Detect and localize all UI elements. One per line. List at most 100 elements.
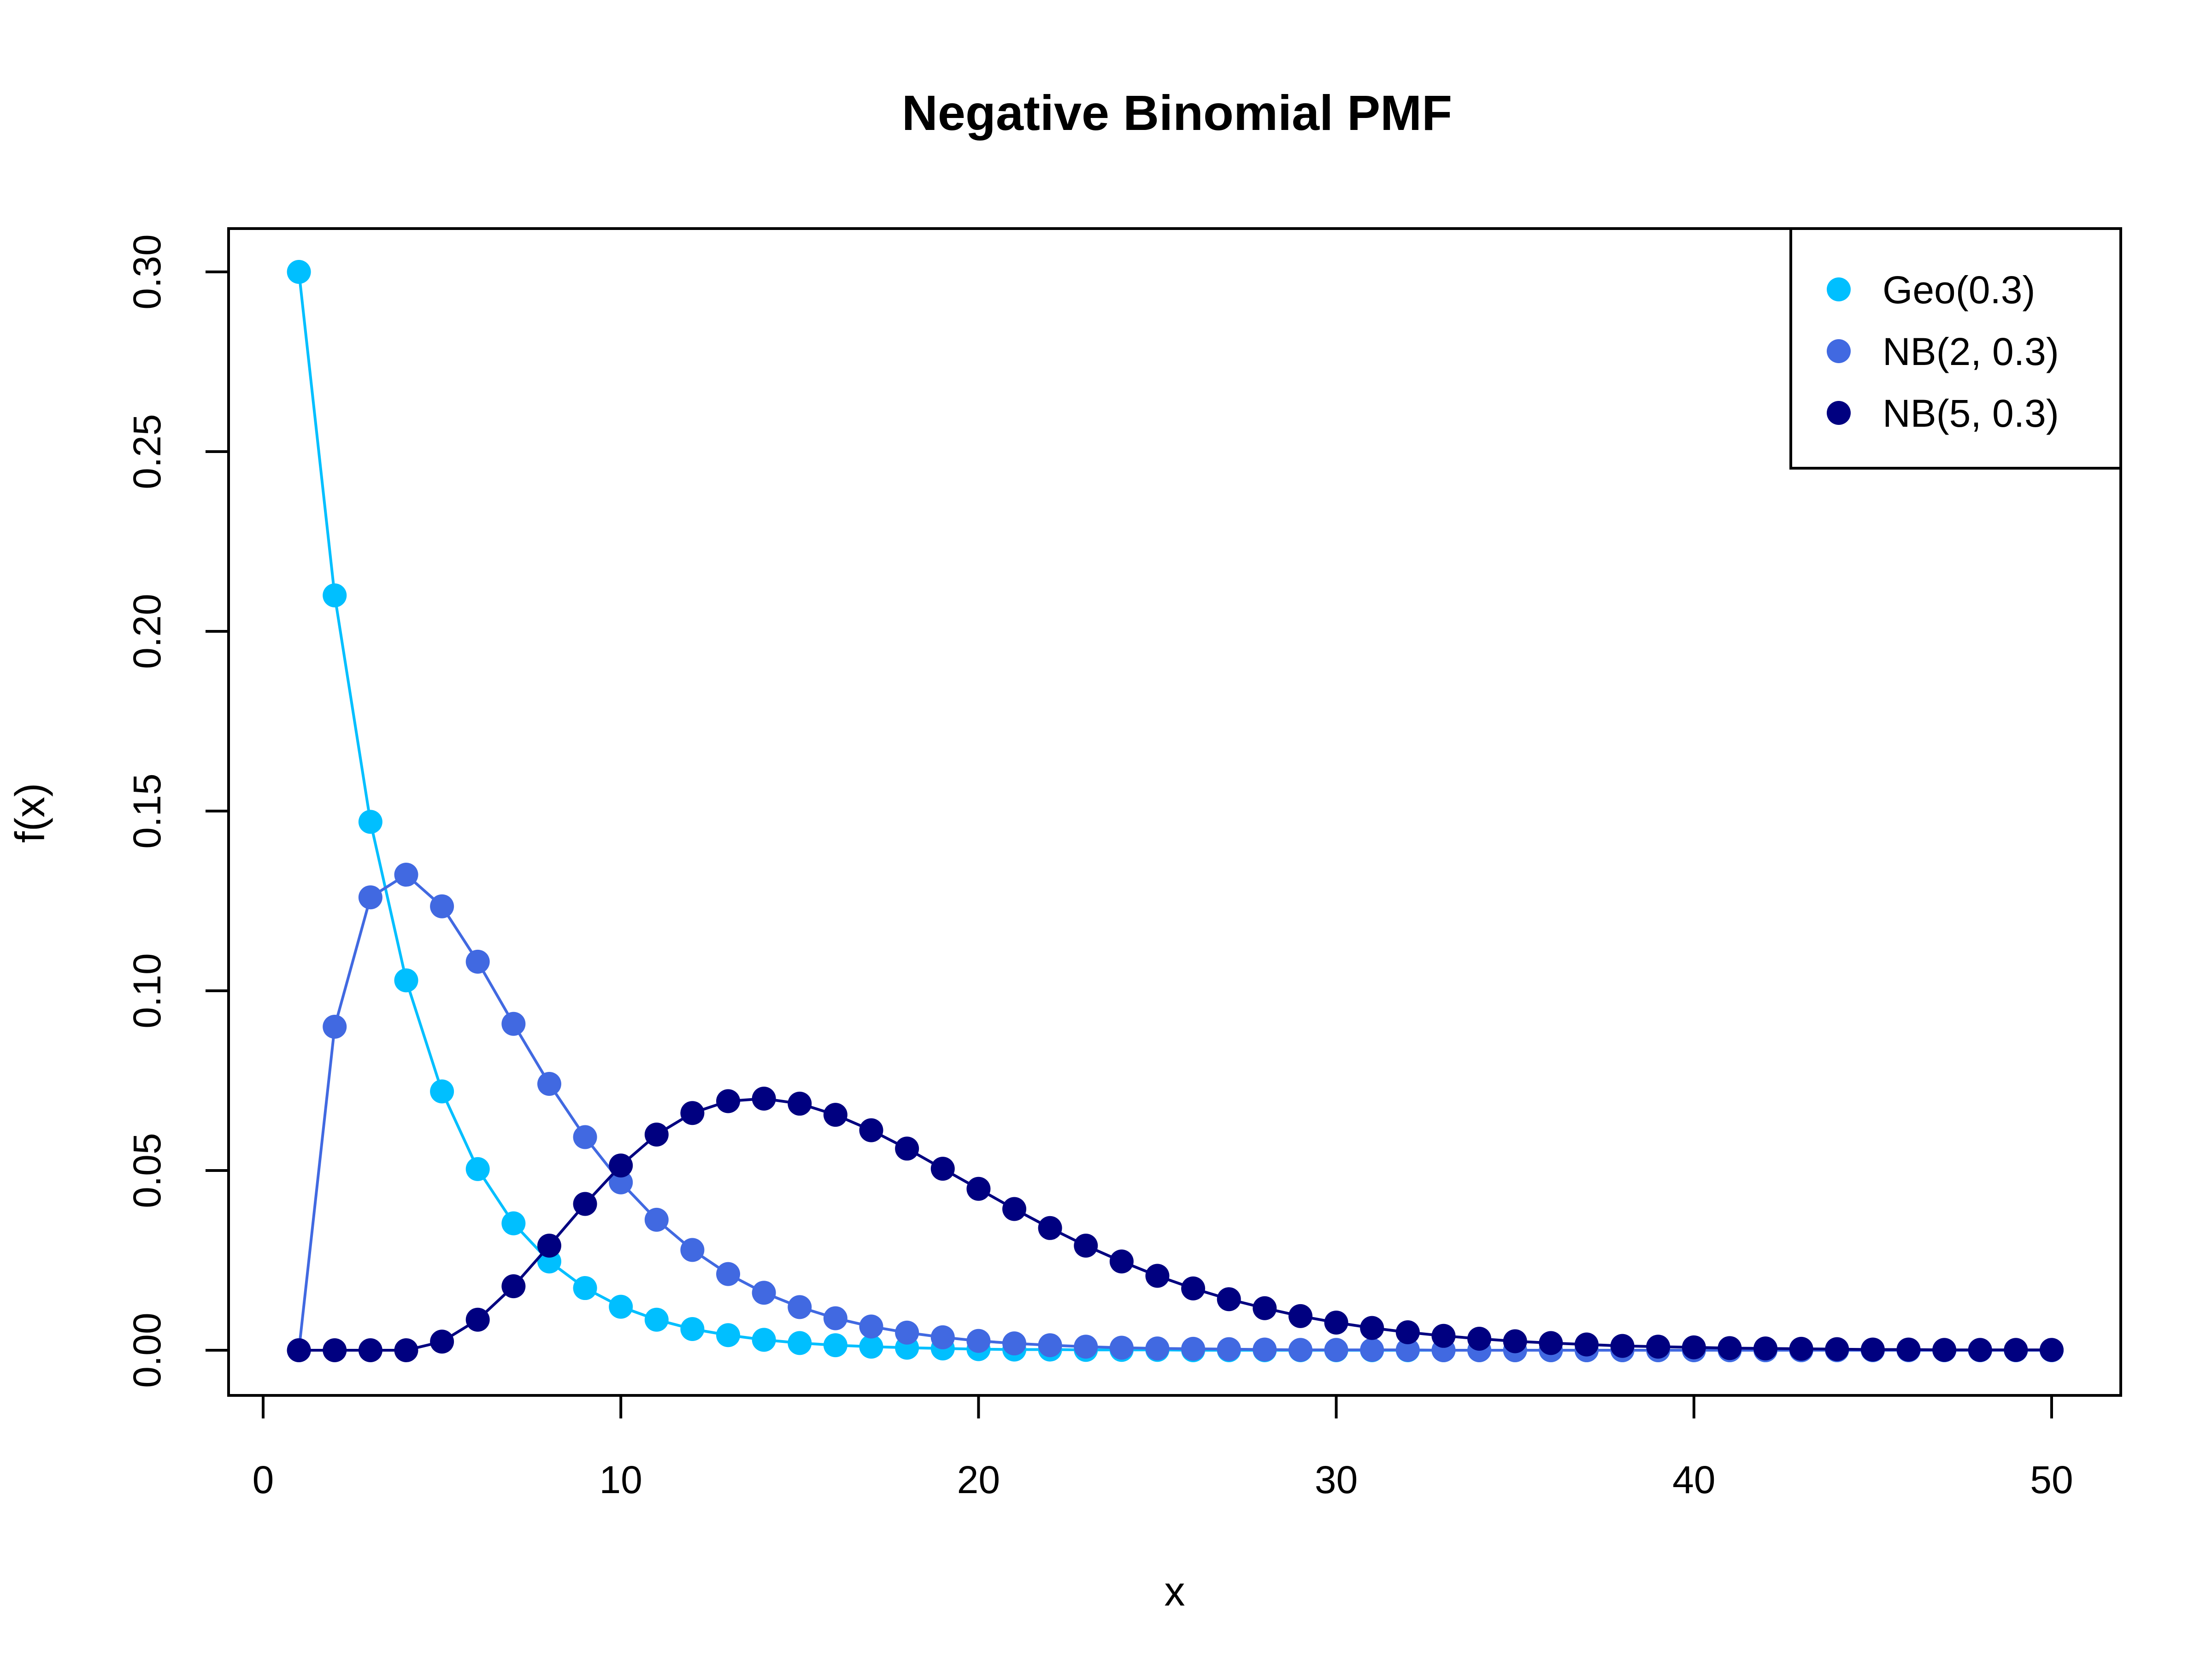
data-point [859,1335,883,1359]
data-point [1360,1338,1384,1362]
data-point [1324,1310,1348,1335]
x-tick-label: 10 [599,1458,642,1501]
data-point [930,1325,955,1349]
data-point [1145,1264,1170,1288]
data-point [430,1330,454,1354]
data-point [680,1317,705,1341]
y-tick-label: 0.25 [125,414,169,489]
series-layer [287,260,2064,1362]
data-point [1896,1337,1921,1362]
data-point [895,1320,919,1345]
x-tick-label: 50 [2030,1458,2073,1501]
data-point [609,1294,633,1319]
series-line [299,1097,2052,1352]
data-point [823,1333,847,1358]
data-point [323,1015,347,1039]
data-point [1181,1276,1206,1300]
data-point [394,968,418,993]
data-point [1467,1327,1492,1351]
data-point [1718,1336,1742,1360]
y-axis: 0.00 0.05 0.10 0.15 0.20 0.25 0.30 [125,234,230,1388]
data-point [859,1314,883,1339]
legend-label: Geo(0.3) [1883,268,2036,312]
data-point [287,1338,311,1362]
data-point [1109,1335,1134,1360]
data-point [394,863,418,887]
data-point [644,1207,669,1232]
legend-marker [1827,339,1851,363]
data-point [1002,1331,1027,1356]
data-point [1753,1336,1778,1361]
legend: Geo(0.3) NB(2, 0.3) NB(5, 0.3) [1789,227,2122,470]
data-point [752,1328,776,1352]
data-point [430,894,454,918]
data-point [1038,1216,1062,1240]
y-tick-label: 0.15 [125,773,169,849]
data-point [2004,1338,2028,1362]
data-point [358,810,382,834]
data-point [537,1234,561,1258]
data-point [680,1238,705,1262]
data-point [501,1274,526,1299]
data-point [1181,1336,1206,1361]
data-point [1360,1316,1384,1340]
data-point [716,1262,741,1286]
data-point [1217,1337,1241,1361]
x-tick-label: 20 [957,1458,1000,1501]
y-tick-label: 0.10 [125,953,169,1029]
data-point [1217,1287,1241,1312]
y-tick-label: 0.05 [125,1133,169,1208]
data-point [1288,1338,1312,1362]
x-tick-label: 30 [1315,1458,1358,1501]
data-point [501,1012,526,1036]
data-point [1574,1332,1599,1357]
x-axis-label: x [1165,1569,1185,1615]
y-axis-label: f(x) [7,783,53,843]
data-point [752,1087,776,1111]
data-point [1610,1334,1635,1358]
legend-label: NB(2, 0.3) [1883,330,2059,373]
data-point [358,885,382,910]
data-point [1145,1336,1170,1361]
data-point [1968,1338,1992,1362]
series-line [297,873,2052,1352]
series-1 [287,863,2064,1362]
data-point [680,1101,705,1125]
data-point [966,1329,991,1353]
x-axis: 0 10 20 30 40 50 [253,1394,2073,1501]
data-point [1860,1337,1885,1362]
x-tick-label: 0 [253,1458,274,1501]
data-point [1682,1335,1706,1359]
data-point [394,1338,418,1362]
data-point [1395,1320,1420,1344]
data-point [823,1103,847,1127]
data-point [1002,1197,1027,1221]
chart-title: Negative Binomial PMF [902,85,1452,141]
data-point [788,1091,812,1116]
data-point [1789,1336,1813,1361]
data-point [1932,1338,1957,1362]
data-point [823,1306,847,1330]
data-point [859,1118,883,1142]
series-2 [287,1087,2064,1362]
data-point [644,1123,669,1147]
data-point [1646,1335,1671,1359]
data-point [788,1295,812,1319]
legend-marker [1827,401,1851,425]
y-tick-label: 0.00 [125,1312,169,1388]
data-point [1539,1331,1563,1355]
data-point [966,1177,991,1201]
data-point [609,1153,633,1178]
y-tick-label: 0.20 [125,594,169,669]
data-point [895,1136,919,1161]
data-point [644,1307,669,1332]
data-point [1288,1304,1312,1328]
data-point [716,1089,741,1113]
legend-marker [1827,277,1851,301]
data-point [573,1276,597,1300]
data-point [788,1331,812,1355]
data-point [358,1338,382,1362]
legend-label: NB(5, 0.3) [1883,392,2059,435]
data-point [1038,1333,1062,1358]
